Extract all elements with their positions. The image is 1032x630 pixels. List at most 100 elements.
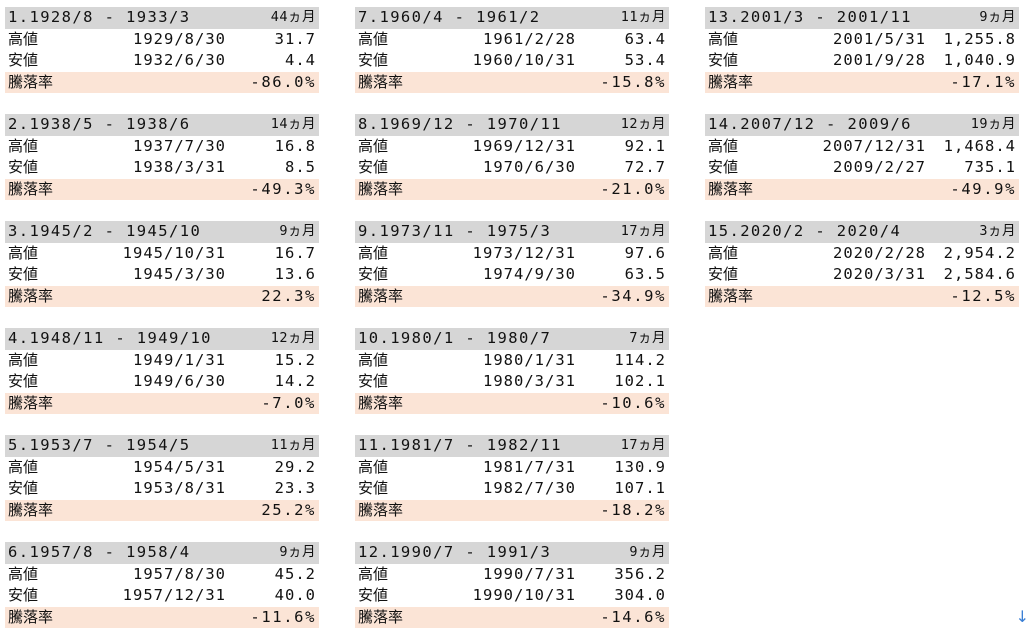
rate-label: 騰落率: [8, 286, 54, 305]
period-months: 44ヵ月: [270, 9, 316, 25]
high-label: 高値: [8, 136, 39, 155]
rate-label: 騰落率: [358, 607, 404, 626]
high-value: 114.2: [614, 350, 666, 369]
period-header: 13.2001/3 - 2001/11 9ヵ月: [705, 7, 1019, 29]
period-title: 1.1928/8 - 1933/3: [8, 8, 191, 26]
period-header: 2.1938/5 - 1938/6 14ヵ月: [5, 114, 319, 136]
high-row: 高値 1929/8/30 31.7: [5, 29, 319, 51]
low-value: 63.5: [624, 265, 666, 283]
period-months: 14ヵ月: [270, 116, 316, 132]
high-date: 2001/5/31: [833, 29, 926, 48]
period-header: 7.1960/4 - 1961/2 11ヵ月: [355, 7, 669, 29]
low-value: 40.0: [274, 586, 316, 604]
rate-label: 騰落率: [358, 500, 404, 519]
period-card-13: 13.2001/3 - 2001/11 9ヵ月 高値 2001/5/31 1,2…: [705, 7, 1019, 93]
low-label: 安値: [708, 51, 739, 69]
low-label: 安値: [8, 265, 39, 283]
high-label: 高値: [8, 350, 39, 369]
high-date: 1981/7/31: [483, 457, 576, 476]
period-card-7: 7.1960/4 - 1961/2 11ヵ月 高値 1961/2/28 63.4…: [355, 7, 669, 93]
low-value: 53.4: [624, 51, 666, 69]
high-value: 31.7: [274, 29, 316, 48]
period-title: 11.1981/7 - 1982/11: [358, 436, 562, 454]
low-date: 1949/6/30: [133, 372, 226, 390]
low-row: 安値 1949/6/30 14.2: [5, 371, 319, 393]
period-card-8: 8.1969/12 - 1970/11 12ヵ月 高値 1969/12/31 9…: [355, 114, 669, 200]
period-card-2: 2.1938/5 - 1938/6 14ヵ月 高値 1937/7/30 16.8…: [5, 114, 319, 200]
rate-label: 騰落率: [8, 72, 54, 91]
low-date: 2020/3/31: [833, 265, 926, 283]
rate-row: 騰落率 -21.0%: [355, 178, 669, 200]
low-label: 安値: [358, 372, 389, 390]
low-date: 1982/7/30: [483, 479, 576, 497]
period-title: 3.1945/2 - 1945/10: [8, 222, 202, 240]
low-value: 304.0: [614, 586, 666, 604]
low-row: 安値 1938/3/31 8.5: [5, 157, 319, 179]
period-card-9: 9.1973/11 - 1975/3 17ヵ月 高値 1973/12/31 97…: [355, 221, 669, 307]
period-months: 9ヵ月: [629, 544, 666, 560]
high-label: 高値: [358, 350, 389, 369]
rate-row: 騰落率 -11.6%: [5, 606, 319, 628]
high-value: 15.2: [274, 350, 316, 369]
high-date: 1961/2/28: [483, 29, 576, 48]
high-label: 高値: [708, 243, 739, 262]
period-title: 8.1969/12 - 1970/11: [358, 115, 562, 133]
low-value: 2,584.6: [943, 265, 1016, 283]
high-label: 高値: [708, 29, 739, 48]
low-label: 安値: [8, 51, 39, 69]
high-row: 高値 1949/1/31 15.2: [5, 350, 319, 372]
rate-label: 騰落率: [8, 179, 54, 198]
high-value: 63.4: [624, 29, 666, 48]
rate-value: -7.0%: [261, 393, 316, 412]
rate-row: 騰落率 25.2%: [5, 499, 319, 521]
low-date: 1938/3/31: [133, 158, 226, 176]
high-row: 高値 1969/12/31 92.1: [355, 136, 669, 158]
rate-row: 騰落率 -10.6%: [355, 392, 669, 414]
period-header: 10.1980/1 - 1980/7 7ヵ月: [355, 328, 669, 350]
low-value: 72.7: [624, 158, 666, 176]
low-label: 安値: [8, 158, 39, 176]
low-date: 1990/10/31: [472, 586, 576, 604]
rate-row: 騰落率 -7.0%: [5, 392, 319, 414]
rate-label: 騰落率: [8, 393, 54, 412]
period-title: 7.1960/4 - 1961/2: [358, 8, 541, 26]
period-title: 15.2020/2 - 2020/4: [708, 222, 902, 240]
low-label: 安値: [358, 158, 389, 176]
rate-value: -12.5%: [950, 286, 1016, 305]
rate-value: -15.8%: [600, 72, 666, 91]
period-header: 4.1948/11 - 1949/10 12ヵ月: [5, 328, 319, 350]
period-card-10: 10.1980/1 - 1980/7 7ヵ月 高値 1980/1/31 114.…: [355, 328, 669, 414]
rate-row: 騰落率 -15.8%: [355, 71, 669, 93]
low-label: 安値: [358, 479, 389, 497]
period-months: 3ヵ月: [979, 223, 1016, 239]
high-label: 高値: [8, 243, 39, 262]
period-header: 3.1945/2 - 1945/10 9ヵ月: [5, 221, 319, 243]
rate-value: -11.6%: [250, 607, 316, 626]
high-row: 高値 1954/5/31 29.2: [5, 457, 319, 479]
high-value: 45.2: [274, 564, 316, 583]
low-row: 安値 1945/3/30 13.6: [5, 264, 319, 286]
low-label: 安値: [8, 372, 39, 390]
period-card-3: 3.1945/2 - 1945/10 9ヵ月 高値 1945/10/31 16.…: [5, 221, 319, 307]
period-header: 8.1969/12 - 1970/11 12ヵ月: [355, 114, 669, 136]
period-title: 4.1948/11 - 1949/10: [8, 329, 212, 347]
rate-label: 騰落率: [358, 286, 404, 305]
low-value: 102.1: [614, 372, 666, 390]
scroll-down-arrow-icon[interactable]: ↓: [1015, 607, 1029, 626]
rate-value: -34.9%: [600, 286, 666, 305]
period-header: 6.1957/8 - 1958/4 9ヵ月: [5, 542, 319, 564]
period-months: 19ヵ月: [970, 116, 1016, 132]
period-months: 9ヵ月: [279, 544, 316, 560]
low-label: 安値: [8, 479, 39, 497]
high-label: 高値: [708, 136, 739, 155]
rate-label: 騰落率: [708, 286, 754, 305]
low-row: 安値 1970/6/30 72.7: [355, 157, 669, 179]
period-header: 12.1990/7 - 1991/3 9ヵ月: [355, 542, 669, 564]
period-header: 9.1973/11 - 1975/3 17ヵ月: [355, 221, 669, 243]
high-date: 2020/2/28: [833, 243, 926, 262]
high-value: 16.8: [274, 136, 316, 155]
low-date: 1957/12/31: [122, 586, 226, 604]
high-value: 29.2: [274, 457, 316, 476]
low-date: 1960/10/31: [472, 51, 576, 69]
high-label: 高値: [358, 243, 389, 262]
